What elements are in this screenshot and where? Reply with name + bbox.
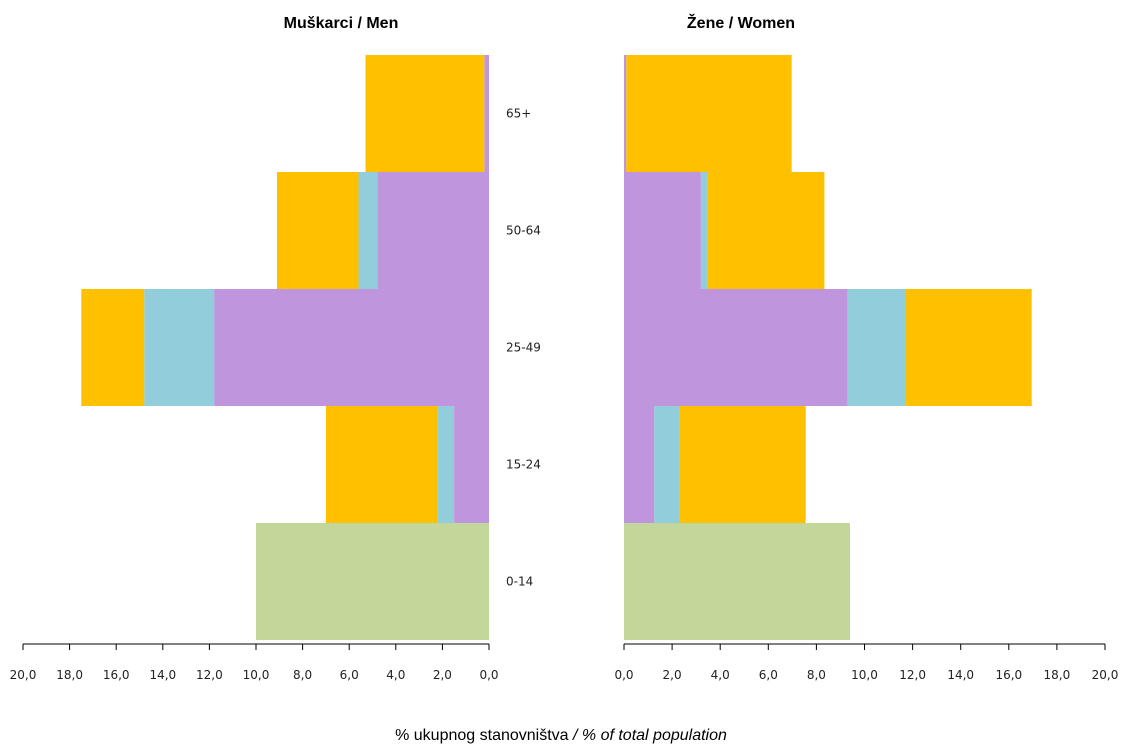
men-bar-65+-segment-2 xyxy=(484,55,489,172)
women-x-tick-label: 10,0 xyxy=(851,668,878,682)
women-bar-0-14-segment-1 xyxy=(624,523,850,640)
age-group-labels: 0-14 15-24 25-49 50-64 65+ xyxy=(506,107,541,589)
women-bar-65+-segment-4 xyxy=(626,55,792,172)
x-axis-label-english: / % of total population xyxy=(569,727,727,744)
women-bar-25-49-segment-3 xyxy=(847,289,906,406)
men-x-tick-label: 2,0 xyxy=(433,668,452,682)
women-x-tick-label: 14,0 xyxy=(947,668,974,682)
men-bar-65+-segment-4 xyxy=(365,55,485,172)
women-x-tick-label: 8,0 xyxy=(807,668,826,682)
men-bar-25-49-segment-3 xyxy=(144,289,215,406)
women-bar-50-64-segment-3 xyxy=(700,172,708,289)
men-x-tick-label: 4,0 xyxy=(386,668,405,682)
men-bar-25-49-segment-2 xyxy=(214,289,489,406)
women-x-tick-label: 6,0 xyxy=(759,668,778,682)
men-bar-50-64-segment-3 xyxy=(358,172,378,289)
men-panel-title: Muškarci / Men xyxy=(284,15,399,32)
men-bar-0-14-segment-1 xyxy=(256,523,489,640)
women-x-tick-label: 18,0 xyxy=(1044,668,1071,682)
women-bar-50-64-segment-2 xyxy=(624,172,701,289)
men-bar-50-64-segment-2 xyxy=(377,172,489,289)
women-x-tick-label: 20,0 xyxy=(1092,668,1119,682)
age-group-label: 65+ xyxy=(506,107,531,121)
women-bar-15-24-segment-4 xyxy=(679,406,806,523)
women-bar-50-64-segment-4 xyxy=(707,172,825,289)
men-x-tick-label: 14,0 xyxy=(149,668,176,682)
women-x-tick-label: 2,0 xyxy=(663,668,682,682)
men-bar-50-64-segment-4 xyxy=(277,172,359,289)
women-x-tick-label: 12,0 xyxy=(899,668,926,682)
men-x-tick-label: 10,0 xyxy=(243,668,270,682)
men-panel: Muškarci / Men 20,0 18,0 16,0 14,0 12,0 10,0 8,… xyxy=(10,15,499,682)
women-x-tick-label: 0,0 xyxy=(614,668,633,682)
women-panel: Žene / Women 0,0 2,0 4,0 6,0 8,0 10,0 12,0 14,0 1… xyxy=(614,13,1118,682)
men-bar-15-24-segment-2 xyxy=(454,406,489,523)
women-bar-15-24-segment-3 xyxy=(654,406,680,523)
men-x-tick-label: 16,0 xyxy=(103,668,130,682)
women-x-tick-label: 4,0 xyxy=(711,668,730,682)
men-x-tick-label: 6,0 xyxy=(340,668,359,682)
women-bar-15-24-segment-2 xyxy=(624,406,655,523)
men-x-tick-label: 20,0 xyxy=(10,668,37,682)
x-axis-label: % ukupnog stanovništva / % of total popu… xyxy=(395,727,727,744)
men-x-tick-label: 0,0 xyxy=(479,668,498,682)
age-group-label: 15-24 xyxy=(506,458,541,472)
women-bar-25-49-segment-2 xyxy=(624,289,848,406)
men-bar-15-24-segment-3 xyxy=(437,406,454,523)
women-bar-65+-segment-2 xyxy=(624,55,627,172)
x-axis-label-main: % ukupnog stanovništva xyxy=(395,727,569,744)
men-bar-15-24-segment-4 xyxy=(325,406,438,523)
age-group-label: 25-49 xyxy=(506,341,541,355)
men-bar-25-49-segment-4 xyxy=(81,289,145,406)
age-group-label: 0-14 xyxy=(506,575,533,589)
men-x-tick-label: 18,0 xyxy=(56,668,83,682)
women-bar-25-49-segment-4 xyxy=(905,289,1032,406)
men-x-tick-label: 8,0 xyxy=(293,668,312,682)
women-panel-title: Žene / Women xyxy=(687,13,795,32)
women-x-tick-label: 16,0 xyxy=(995,668,1022,682)
age-group-label: 50-64 xyxy=(506,224,541,238)
men-x-tick-label: 12,0 xyxy=(196,668,223,682)
